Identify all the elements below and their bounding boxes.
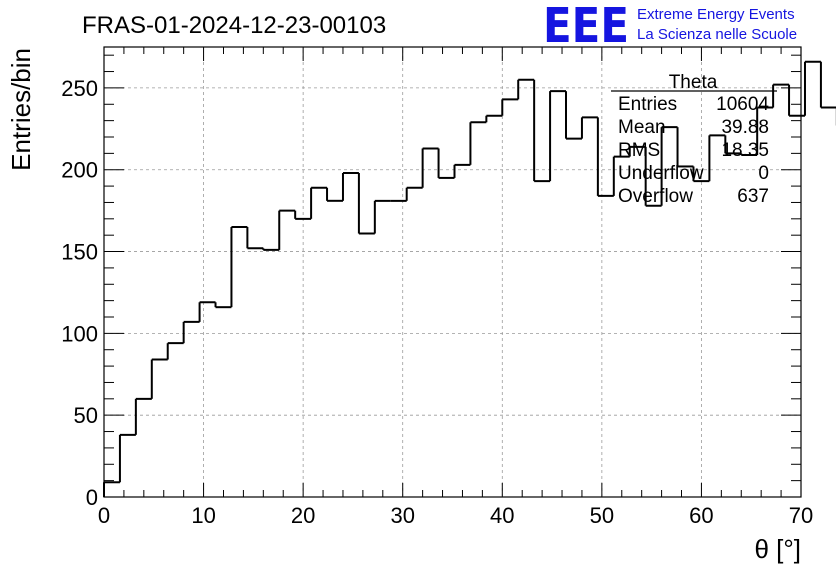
x-tick-label: 30	[390, 503, 414, 528]
x-tick-label: 50	[590, 503, 614, 528]
stats-label: RMS	[618, 140, 660, 161]
eee-logo: EEE	[543, 0, 629, 54]
stats-value: 637	[737, 186, 769, 207]
stats-rows: Entries 10604 Mean 39.88 RMS 18.35 Underflow 0 O…	[618, 94, 769, 207]
stats-label: Entries	[618, 94, 677, 115]
x-tick-label: 40	[490, 503, 514, 528]
x-tick-label: 70	[789, 503, 813, 528]
x-tick-label: 60	[689, 503, 713, 528]
stats-value: 18.35	[721, 140, 769, 161]
stats-value: 10604	[716, 94, 769, 115]
grid-lines	[104, 47, 801, 497]
plot-frame	[103, 46, 802, 498]
stats-label: Mean	[618, 117, 666, 138]
histogram-bins	[103, 60, 836, 497]
axis-ticks	[103, 47, 802, 498]
x-axis-label: θ [°]	[754, 534, 801, 564]
y-tick-label: 150	[61, 240, 98, 265]
y-tick-label: 100	[61, 321, 98, 346]
tick-labels: 0 10 20 30 40 50 60 70 0 50 100 150 200 250	[61, 76, 813, 528]
logo-line-1: Extreme Energy Events	[637, 6, 795, 23]
x-tick-label: 20	[291, 503, 315, 528]
stats-label: Underflow	[618, 163, 704, 184]
y-tick-label: 0	[86, 485, 98, 510]
stats-box: Theta Entries 10604 Mean 39.88 RMS 18.35 Under…	[611, 72, 777, 207]
y-axis-label: Entries/bin	[6, 48, 36, 171]
chart-title: FRAS-01-2024-12-23-00103	[82, 12, 386, 39]
x-tick-label: 10	[191, 503, 215, 528]
stats-value: 39.88	[721, 117, 769, 138]
stats-title: Theta	[669, 72, 718, 93]
x-tick-label: 0	[98, 503, 110, 528]
y-tick-label: 200	[61, 158, 98, 183]
logo-line-2: La Scienza nelle Scuole	[637, 26, 797, 43]
stats-value: 0	[758, 163, 769, 184]
y-tick-label: 50	[74, 403, 98, 428]
y-tick-label: 250	[61, 76, 98, 101]
stats-label: Overflow	[618, 186, 693, 207]
